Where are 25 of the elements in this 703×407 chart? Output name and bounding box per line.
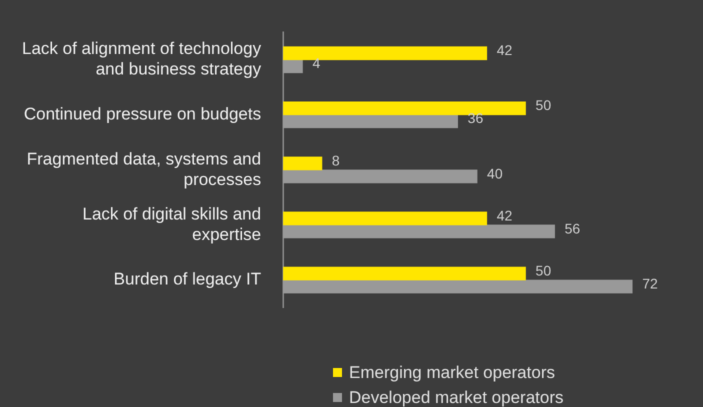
y-tick-label: Fragmented data, systems and processes	[26, 149, 262, 189]
y-tick-label: Continued pressure on budgets	[24, 104, 262, 124]
y-tick-label: Burden of legacy IT	[114, 270, 262, 289]
y-tick-label: Lack of digital skills and expertise	[82, 204, 262, 244]
bar	[283, 170, 478, 184]
bar	[283, 59, 303, 74]
data-label: 42	[496, 207, 513, 224]
data-label: 8	[332, 152, 340, 168]
bar	[283, 114, 458, 128]
legend-label: Developed market operators	[349, 387, 564, 407]
data-label: 50	[536, 97, 552, 114]
data-label: 36	[468, 110, 484, 126]
bar	[283, 212, 488, 226]
bar	[283, 266, 526, 280]
data-label: 40	[487, 165, 503, 182]
data-label: 42	[496, 42, 513, 58]
data-label: 50	[536, 262, 552, 278]
bar	[283, 224, 555, 238]
bar	[283, 280, 633, 294]
y-tick-label: Lack of alignment of technology and business strategy	[22, 39, 262, 79]
legend-label: Emerging market operators	[349, 362, 555, 384]
data-label: 72	[642, 275, 658, 292]
bar	[283, 156, 322, 170]
data-label: 56	[564, 220, 580, 236]
data-label: 4	[312, 55, 320, 72]
